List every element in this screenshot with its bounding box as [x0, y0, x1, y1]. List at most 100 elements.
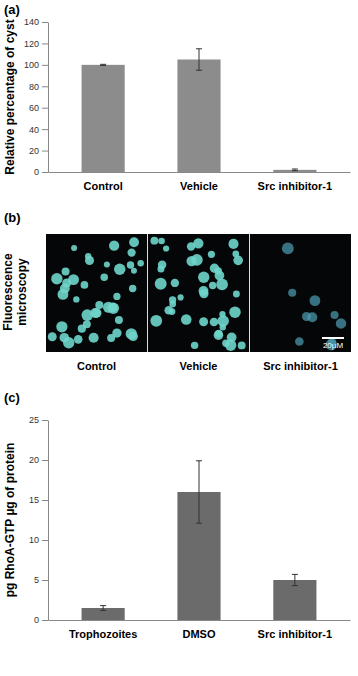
y-tick-label: 80 — [29, 82, 39, 92]
cell — [71, 245, 77, 251]
y-tick-mark — [42, 460, 48, 461]
cell — [228, 239, 238, 249]
error-cap — [196, 70, 202, 71]
cell — [150, 315, 162, 327]
y-tick: 15 — [29, 495, 48, 505]
caption: Control — [77, 360, 116, 372]
cell — [331, 311, 339, 319]
cell — [129, 237, 139, 247]
y-tick-label: 140 — [24, 17, 39, 27]
y-tick-mark — [42, 500, 48, 501]
panel-label: (a) — [4, 2, 20, 17]
cell — [100, 273, 108, 281]
y-tick-label: 5 — [34, 575, 39, 585]
cell — [51, 273, 62, 284]
x-tick-label: Src inhibitor-1 — [258, 180, 333, 192]
cell — [233, 290, 240, 297]
error-stem — [199, 461, 200, 523]
cell — [150, 237, 158, 245]
x-tick: Src inhibitor-1 — [258, 172, 333, 192]
divider — [249, 234, 250, 352]
x-axis: Control Vehicle Src inhibitor-1 — [49, 172, 351, 192]
y-tick: 100 — [24, 60, 48, 70]
y-tick-mark — [42, 65, 48, 66]
cell — [158, 261, 166, 269]
cell — [198, 272, 209, 283]
error-cap — [100, 610, 106, 611]
cell — [103, 302, 114, 313]
y-tick-mark — [42, 86, 48, 87]
y-tick: 120 — [24, 39, 48, 49]
y-tick-mark — [42, 108, 48, 109]
x-tick: DMSO — [183, 620, 216, 640]
cell — [307, 312, 317, 322]
cell — [238, 341, 246, 349]
x-tick-label: Src inhibitor-1 — [258, 628, 333, 640]
error-cap — [292, 585, 298, 586]
cell — [104, 262, 110, 268]
x-axis-line — [49, 620, 351, 621]
y-tick-label: 20 — [29, 455, 39, 465]
cell — [210, 318, 219, 327]
y-axis-title: pg RhoA-GTP µg of protein — [3, 443, 17, 598]
cell — [109, 241, 119, 251]
x-tick: Control — [84, 172, 123, 192]
x-tick-label: Control — [84, 180, 123, 192]
y-tick: 0 — [34, 615, 48, 625]
cell — [216, 279, 228, 291]
error-cap — [100, 605, 106, 606]
caption: Src inhibitor-1 — [263, 360, 338, 372]
cell — [171, 279, 179, 287]
y-tick-mark — [42, 172, 48, 173]
cell — [127, 261, 134, 268]
y-tick: 80 — [29, 82, 48, 92]
y-tick: 140 — [24, 17, 48, 27]
bar — [273, 580, 316, 620]
cell — [181, 314, 192, 325]
cell — [215, 267, 222, 274]
y-tick-mark — [42, 22, 48, 23]
y-axis-line — [48, 421, 49, 621]
error-cap — [100, 64, 106, 65]
cell — [63, 337, 74, 348]
cell — [73, 296, 79, 302]
y-tick-label: 15 — [29, 495, 39, 505]
cell — [233, 256, 243, 266]
error-stem — [199, 49, 200, 70]
scale-bar — [322, 337, 344, 339]
cell — [83, 320, 91, 328]
cell — [169, 301, 176, 308]
error-bar — [196, 461, 202, 523]
bar — [177, 60, 220, 173]
cell — [107, 334, 115, 342]
y-tick-mark — [42, 620, 48, 621]
cell — [131, 268, 137, 274]
y-tick: 20 — [29, 146, 48, 156]
scale-bar-label: 20µM — [323, 341, 344, 350]
cell — [208, 251, 215, 258]
error-cap — [292, 574, 298, 575]
image-panel: (b)FluorescencemicroscopyControlVehicleS… — [1, 210, 351, 372]
plot-area — [82, 49, 317, 172]
cell — [163, 245, 169, 251]
error-stem — [294, 574, 295, 585]
panel-label: (c) — [4, 390, 20, 405]
error-cap — [292, 170, 298, 171]
y-tick-label: 25 — [29, 415, 39, 425]
cell — [199, 317, 208, 326]
cell — [85, 253, 91, 259]
y-tick-label: 20 — [29, 146, 39, 156]
cell — [48, 332, 57, 341]
cell — [137, 260, 143, 266]
y-axis-title: Fluorescencemicroscopy — [1, 253, 29, 331]
cell — [187, 242, 195, 250]
panel-label: (b) — [4, 210, 21, 225]
y-tick-mark — [42, 540, 48, 541]
y-tick: 10 — [29, 535, 48, 545]
cell — [178, 294, 184, 300]
cell — [113, 293, 120, 300]
micrograph — [148, 234, 249, 352]
cell — [310, 295, 321, 306]
x-tick-label: DMSO — [183, 628, 216, 640]
x-tick-label: Vehicle — [180, 180, 218, 192]
